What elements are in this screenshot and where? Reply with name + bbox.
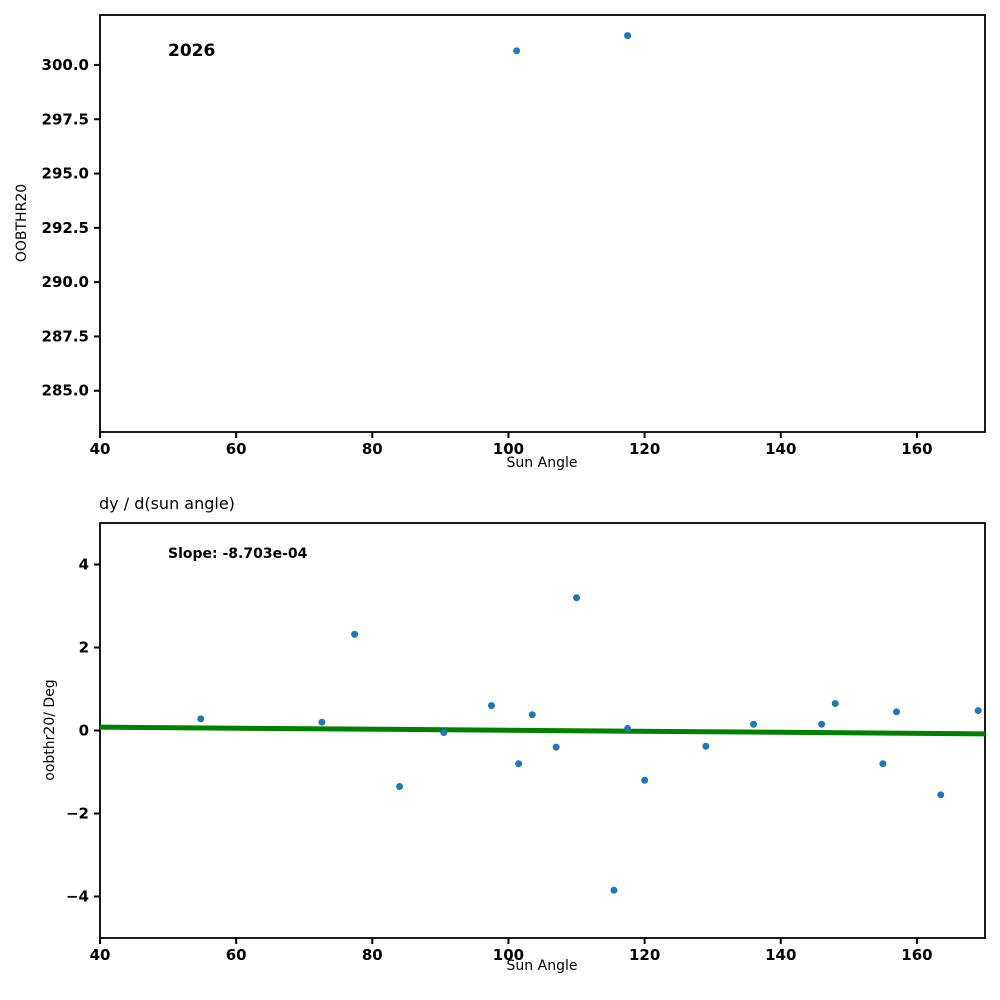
y-tick-label: 295.0	[42, 165, 89, 183]
top-plot-x-axis-label: Sun Angle	[506, 455, 578, 471]
top-plot-annotation-year: 2026	[168, 41, 216, 61]
y-tick-label: 285.0	[42, 382, 89, 400]
x-tick-label: 40	[90, 440, 111, 458]
x-tick-label: 80	[362, 440, 383, 458]
axes-frame	[99, 14, 986, 433]
y-tick-label: 297.5	[42, 110, 89, 128]
y-tick-label: 292.5	[42, 219, 89, 237]
x-tick-label: 140	[765, 440, 796, 458]
data-point	[818, 720, 826, 728]
data-point	[893, 708, 900, 716]
x-tick-label: 160	[901, 440, 932, 458]
data-point	[513, 47, 521, 55]
bottom-plot-x-axis-label: Sun Angle	[506, 958, 578, 974]
data-point	[440, 729, 448, 737]
data-point	[750, 720, 758, 728]
trend-line	[99, 724, 986, 737]
data-point	[641, 776, 649, 784]
data-point	[552, 743, 560, 751]
top-plot-y-axis-label: OOBTHR20	[14, 183, 30, 263]
x-tick-label: 100	[493, 946, 524, 964]
data-point	[515, 760, 523, 768]
y-tick-label: 0	[79, 722, 89, 740]
x-tick-label: 40	[90, 946, 111, 964]
data-point	[351, 630, 359, 638]
x-tick-label: 100	[493, 440, 524, 458]
data-point	[624, 724, 632, 732]
data-point	[831, 700, 839, 708]
data-point	[487, 702, 495, 710]
data-point	[528, 711, 536, 719]
y-tick-label: −4	[66, 888, 89, 906]
x-tick-label: 80	[362, 946, 383, 964]
bottom-plot-title: dy / d(sun angle)	[99, 494, 235, 513]
data-point	[879, 760, 887, 768]
x-tick-label: 140	[765, 946, 796, 964]
data-point	[573, 594, 581, 602]
x-tick-label: 120	[629, 946, 660, 964]
data-point	[610, 886, 618, 894]
y-tick-label: 4	[79, 556, 89, 574]
x-tick-label: 120	[629, 440, 660, 458]
x-tick-label: 160	[901, 946, 932, 964]
data-point	[197, 715, 205, 723]
x-tick-label: 60	[226, 440, 247, 458]
data-point	[937, 791, 945, 799]
y-tick-label: 300.0	[42, 56, 89, 74]
y-tick-label: −2	[66, 805, 89, 823]
x-tick-label: 60	[226, 946, 247, 964]
y-tick-label: 2	[79, 639, 89, 657]
data-point	[318, 718, 326, 726]
bottom-plot-slope-annotation: Slope: -8.703e-04	[168, 546, 308, 562]
data-point	[974, 707, 982, 715]
bottom-plot-y-axis-label: oobthr20/ Deg	[42, 679, 58, 781]
y-tick-label: 290.0	[42, 273, 89, 291]
y-tick-label: 287.5	[42, 327, 89, 345]
data-point	[396, 783, 404, 791]
data-point	[702, 742, 710, 750]
data-point	[624, 32, 632, 40]
